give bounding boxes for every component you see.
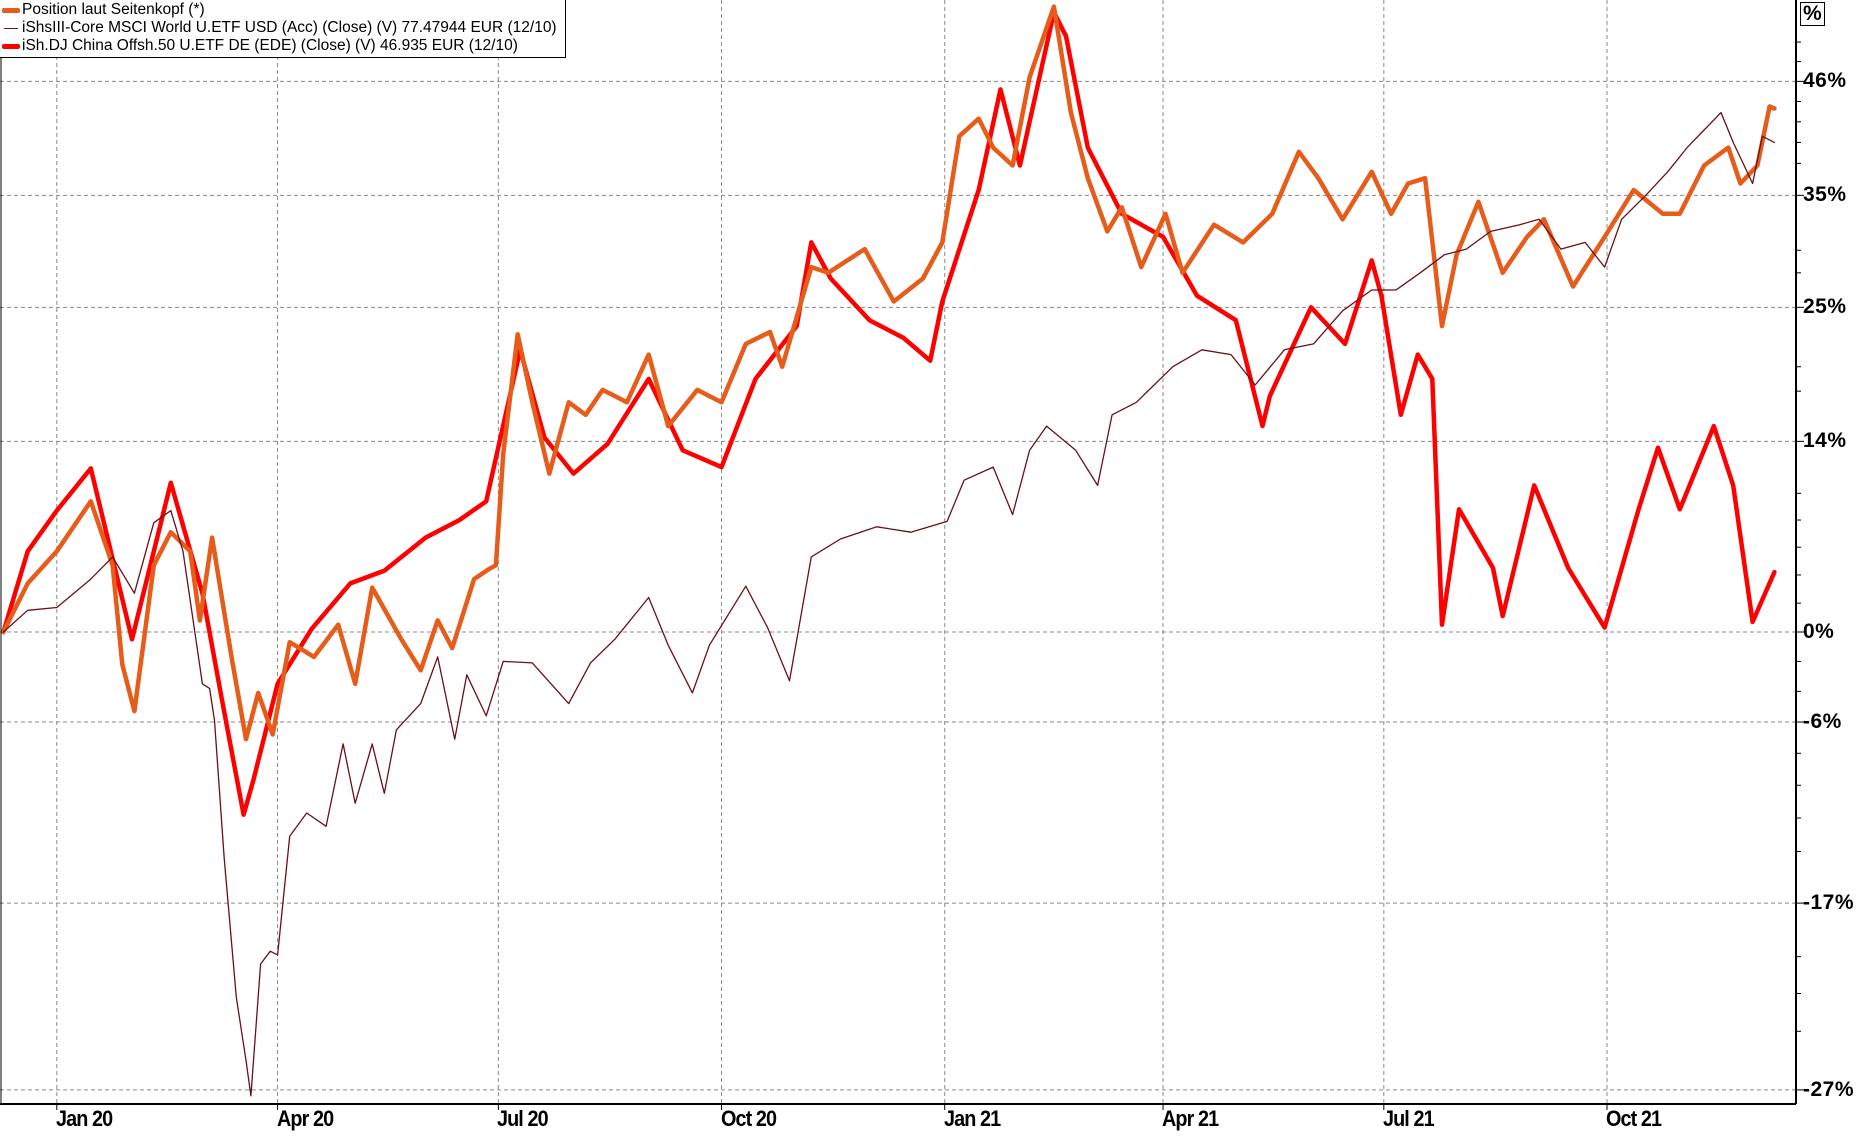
x-tick-label: Jul 20 xyxy=(497,1106,549,1131)
y-tick-label: 46% xyxy=(1803,69,1847,93)
legend-item-position[interactable]: Position laut Seitenkopf (*) xyxy=(2,1,565,19)
legend-item-msci-world[interactable]: iShsIII-Core MSCI World U.ETF USD (Acc) … xyxy=(2,19,565,37)
y-tick-label: -6% xyxy=(1803,710,1842,734)
y-tick-label: 25% xyxy=(1803,295,1847,319)
legend-swatch xyxy=(2,43,20,49)
legend-label: Position laut Seitenkopf (*) xyxy=(22,1,205,18)
x-tick-label: Oct 21 xyxy=(1606,1106,1662,1131)
legend-item-china[interactable]: iSh.DJ China Offsh.50 U.ETF DE (EDE) (Cl… xyxy=(2,37,565,55)
x-tick-label: Oct 20 xyxy=(720,1106,777,1131)
legend-label: iShsIII-Core MSCI World U.ETF USD (Acc) … xyxy=(22,19,557,36)
x-tick-label: Jan 21 xyxy=(943,1106,1001,1131)
series-line-china xyxy=(1,10,1777,817)
y-tick-label: -17% xyxy=(1803,891,1855,915)
legend: Position laut Seitenkopf (*) iShsIII-Cor… xyxy=(0,0,566,58)
y-tick-label: 14% xyxy=(1803,429,1847,453)
y-tick-label: -27% xyxy=(1803,1077,1855,1101)
series-line-position xyxy=(1,4,1777,742)
y-tick-label: 35% xyxy=(1803,183,1847,207)
x-tick-label: Jul 21 xyxy=(1382,1106,1435,1131)
y-tick-label: 0% xyxy=(1803,620,1835,643)
series-line-msci-world xyxy=(2,111,1776,1097)
grid xyxy=(0,0,1796,1104)
x-tick-label: Jan 20 xyxy=(55,1106,113,1131)
legend-swatch xyxy=(2,7,20,13)
x-tick-label: Apr 20 xyxy=(276,1106,334,1131)
legend-label: iSh.DJ China Offsh.50 U.ETF DE (EDE) (Cl… xyxy=(22,37,518,54)
y-axis-unit: % xyxy=(1800,2,1825,26)
x-tick-label: Apr 21 xyxy=(1162,1106,1219,1131)
axes xyxy=(0,0,1804,1110)
legend-swatch xyxy=(4,27,18,29)
series-layer xyxy=(1,4,1777,1097)
